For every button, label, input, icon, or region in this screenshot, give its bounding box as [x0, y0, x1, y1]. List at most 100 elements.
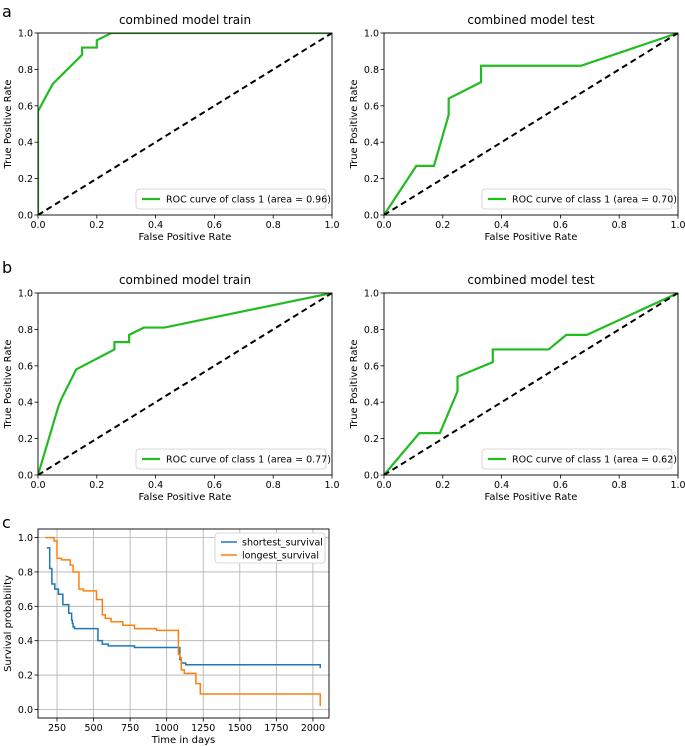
survival-curve-blue	[46, 547, 321, 669]
legend: ROC curve of class 1 (area = 0.96)	[135, 188, 331, 210]
x-tick-label: 0.0	[30, 220, 45, 231]
y-tick-label: 0.4	[18, 398, 33, 409]
plot-frame	[383, 292, 679, 476]
legend-label: ROC curve of class 1 (area = 0.96)	[166, 195, 331, 206]
x-tick-label: 0.6	[207, 220, 222, 231]
roc-curve	[38, 293, 332, 475]
x-tick-label: 250	[48, 723, 66, 734]
survival-curve-orange	[45, 536, 321, 706]
x-tick-label: 0.4	[148, 220, 163, 231]
y-tick-label: 0.8	[18, 65, 33, 76]
x-tick-label: 1750	[264, 723, 288, 734]
x-tick-label: 0.2	[89, 220, 104, 231]
x-tick-label: 1.0	[324, 220, 339, 231]
y-tick-label: 0.2	[364, 174, 379, 185]
y-tick-label: 0.8	[18, 567, 33, 578]
x-tick-label: 0.0	[376, 220, 391, 231]
x-tick-label: 1.0	[324, 480, 339, 491]
chance-diagonal-line	[384, 293, 678, 475]
y-tick-label: 1.0	[18, 533, 33, 544]
legend-label: ROC curve of class 1 (area = 0.62)	[512, 455, 677, 466]
chart-1: 0.0 0.2 0.4 0.6 0.8 1.0 0.0 0.2 0.4 0.6 0.8 1.0 comb…	[349, 13, 685, 243]
x-tick-label: 1.0	[670, 480, 685, 491]
chart-title: combined model train	[119, 13, 251, 27]
plots-container: 0.0 0.2 0.4 0.6 0.8 1.0 0.0 0.2 0.4 0.6 0.8 1.0 comb…	[3, 13, 685, 746]
x-tick-label: 500	[84, 723, 102, 734]
legend-label: shortest_survival	[242, 538, 323, 549]
roc-curve	[384, 293, 678, 475]
legend-box	[135, 188, 327, 210]
chart-3: 0.0 0.2 0.4 0.6 0.8 1.0 0.0 0.2 0.4 0.6 0.8 1.0 comb…	[349, 273, 685, 503]
y-axis-label: Survival probability	[3, 575, 14, 672]
y-tick-label: 1.0	[18, 29, 33, 40]
x-axis-label: False Positive Rate	[485, 232, 578, 243]
y-tick-label: 0.4	[18, 636, 33, 647]
chance-diagonal-line	[384, 33, 678, 215]
x-tick-label: 0.2	[435, 480, 450, 491]
plot-frame	[37, 292, 333, 476]
legend-label: ROC curve of class 1 (area = 0.70)	[512, 195, 677, 206]
x-axis-label: False Positive Rate	[485, 492, 578, 503]
x-axis-label: False Positive Rate	[139, 492, 232, 503]
chart-title: combined model train	[119, 273, 251, 287]
chart-title: combined model test	[467, 13, 595, 27]
y-tick-label: 0.2	[18, 671, 33, 682]
x-tick-label: 0.8	[266, 480, 281, 491]
plot-frame	[383, 32, 679, 216]
y-tick-label: 0.4	[18, 138, 33, 149]
legend-box	[481, 188, 673, 210]
y-tick-label: 0.4	[364, 398, 379, 409]
chance-diagonal-line	[38, 33, 332, 215]
x-tick-label: 0.6	[553, 480, 568, 491]
plot-frame	[37, 528, 330, 719]
plot-frame	[37, 32, 333, 216]
chance-diagonal-line	[38, 293, 332, 475]
x-tick-label: 0.8	[612, 480, 627, 491]
y-tick-label: 0.8	[18, 325, 33, 336]
x-tick-label: 750	[121, 723, 139, 734]
y-tick-label: 0.0	[18, 705, 33, 716]
y-tick-label: 0.8	[364, 65, 379, 76]
y-tick-label: 0.6	[18, 361, 33, 372]
roc-curve	[38, 33, 332, 215]
x-tick-label: 0.0	[376, 480, 391, 491]
legend-label: ROC curve of class 1 (area = 0.77)	[166, 455, 331, 466]
y-axis-label: True Positive Rate	[3, 339, 14, 429]
legend: ROC curve of class 1 (area = 0.70)	[481, 188, 677, 210]
x-tick-label: 0.4	[148, 480, 163, 491]
x-tick-label: 1000	[155, 723, 179, 734]
x-axis-label: False Positive Rate	[139, 232, 232, 243]
chart-title: combined model test	[467, 273, 595, 287]
panel-label-b: b	[2, 258, 12, 277]
roc-curve	[384, 33, 678, 215]
y-tick-label: 0.8	[364, 325, 379, 336]
y-tick-label: 1.0	[364, 29, 379, 40]
y-tick-label: 0.6	[18, 101, 33, 112]
x-tick-label: 0.4	[494, 220, 509, 231]
legend-label: longest_survival	[242, 551, 319, 562]
x-tick-label: 0.8	[266, 220, 281, 231]
legend: ROC curve of class 1 (area = 0.77)	[135, 448, 331, 470]
y-tick-label: 0.0	[364, 211, 379, 222]
legend: shortest_survival longest_survival	[214, 532, 326, 564]
legend-box	[214, 532, 326, 564]
y-axis-label: True Positive Rate	[3, 79, 14, 169]
x-tick-label: 0.6	[207, 480, 222, 491]
legend: ROC curve of class 1 (area = 0.62)	[481, 448, 677, 470]
x-tick-label: 1250	[191, 723, 215, 734]
y-tick-label: 0.2	[18, 174, 33, 185]
y-tick-label: 0.2	[18, 434, 33, 445]
y-tick-label: 0.0	[364, 471, 379, 482]
chart-4: 250 500 750 1000 1250 1500 1750 2000 0.0 0.2 0.4 0.…	[3, 528, 330, 746]
chart-2: 0.0 0.2 0.4 0.6 0.8 1.0 0.0 0.2 0.4 0.6 0.8 1.0 comb…	[3, 273, 340, 503]
x-tick-label: 1500	[228, 723, 252, 734]
x-axis-label: Time in days	[151, 735, 216, 746]
y-tick-label: 1.0	[364, 289, 379, 300]
x-tick-label: 2000	[301, 723, 325, 734]
y-tick-label: 0.2	[364, 434, 379, 445]
y-tick-label: 0.6	[18, 602, 33, 613]
y-tick-label: 0.6	[364, 101, 379, 112]
panel-label-a: a	[2, 2, 12, 21]
y-tick-label: 0.0	[18, 471, 33, 482]
